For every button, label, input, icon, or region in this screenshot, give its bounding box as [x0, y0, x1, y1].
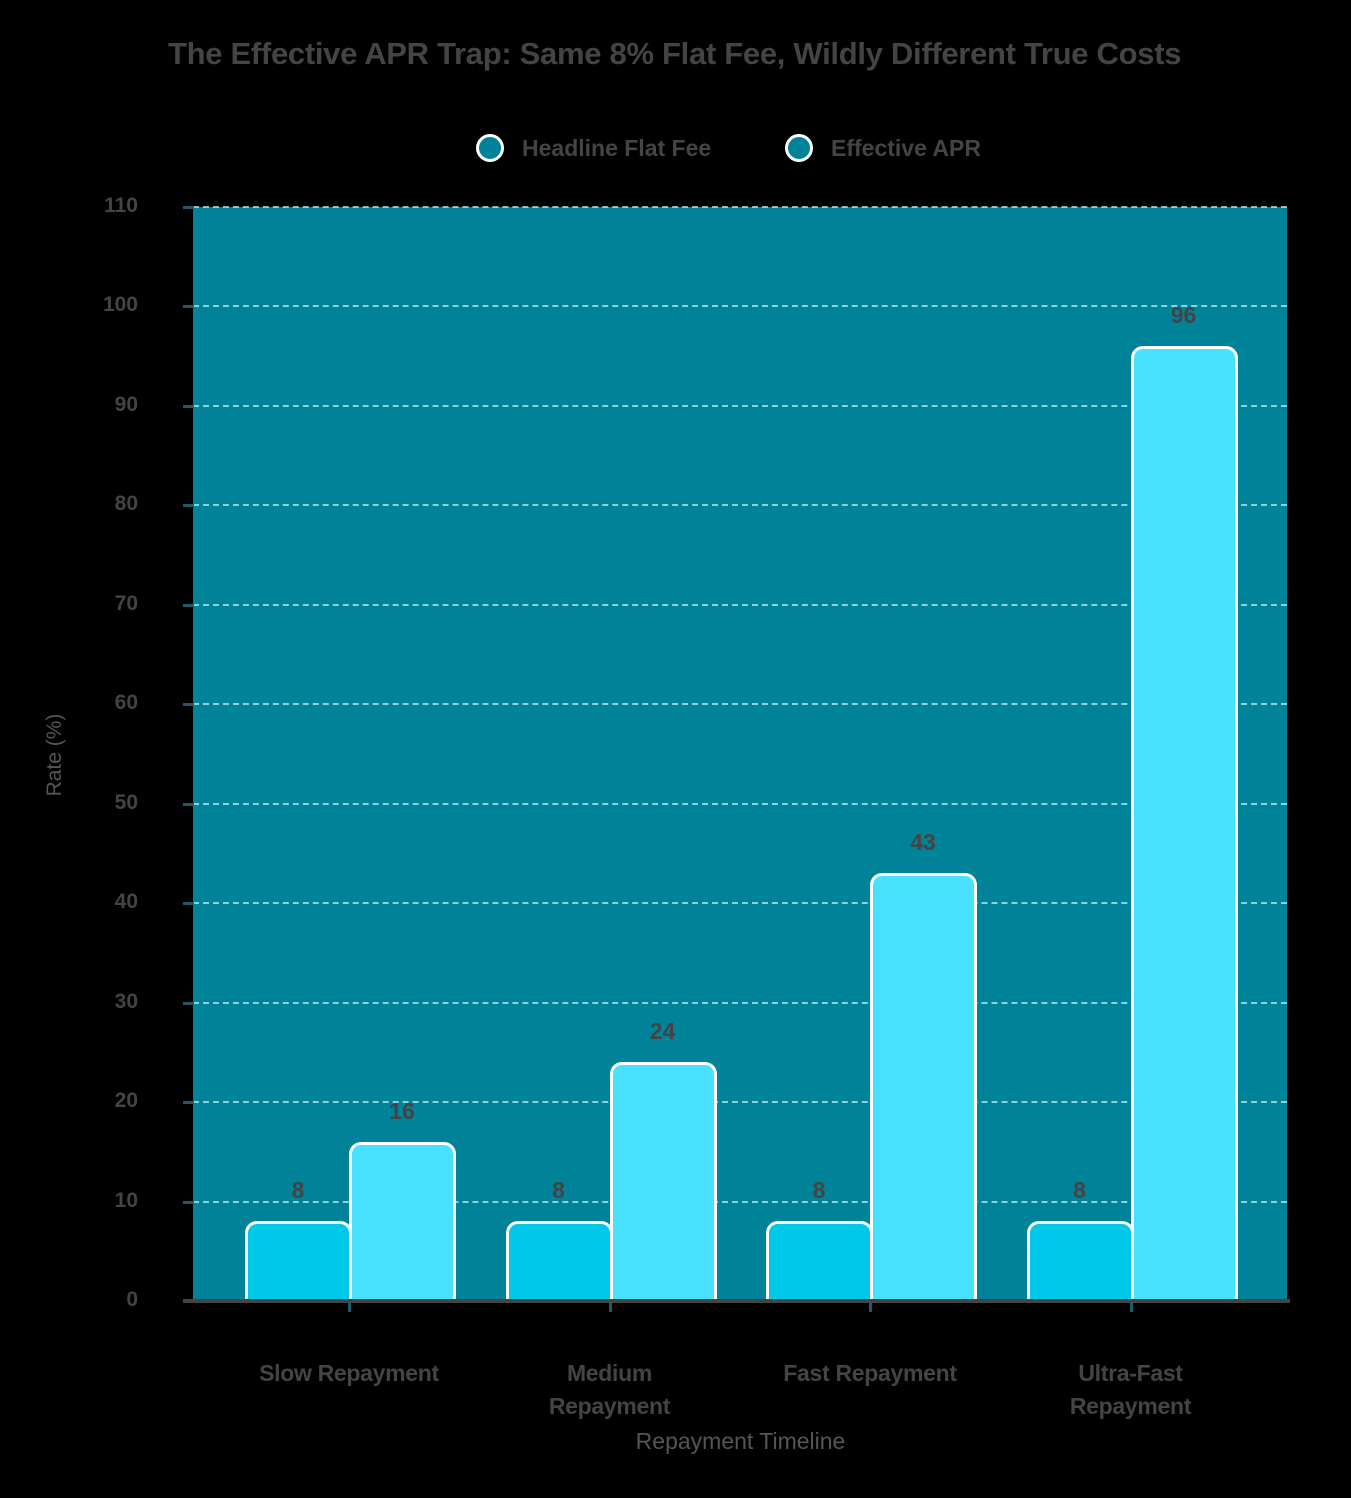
- bar-effective-apr[interactable]: [609, 1062, 717, 1301]
- bar-value-label: 24: [649, 1018, 676, 1045]
- legend-item-headline-flat-fee[interactable]: Headline Flat Fee: [476, 134, 711, 162]
- y-tick-mark: [183, 1101, 194, 1105]
- bar-headline-flat-fee[interactable]: [766, 1221, 873, 1301]
- y-tick-label: 40: [114, 890, 138, 914]
- y-tick-label: 80: [114, 492, 138, 516]
- legend-swatch-circle-icon: [476, 134, 504, 162]
- plot-area: [193, 207, 1287, 1301]
- y-tick-mark: [183, 802, 194, 806]
- legend-label: Headline Flat Fee: [522, 134, 712, 161]
- x-tick-mark: [1129, 1302, 1133, 1312]
- bar-value-label: 16: [389, 1097, 415, 1124]
- x-tick-mark: [348, 1302, 351, 1312]
- gridline: [193, 404, 1287, 407]
- gridline: [193, 1200, 1287, 1203]
- bar-value-label: 8: [552, 1177, 565, 1204]
- gridline: [193, 703, 1287, 706]
- x-tick-label: Ultra-Fast Repayment: [1069, 1360, 1192, 1419]
- bar-effective-apr[interactable]: [870, 873, 977, 1301]
- x-tick-label: Slow Repayment: [259, 1360, 439, 1386]
- gridline: [193, 1001, 1287, 1004]
- y-tick-mark: [183, 902, 194, 906]
- x-axis-line: [183, 1299, 1290, 1303]
- bar-effective-apr[interactable]: [1130, 346, 1238, 1301]
- bar-headline-flat-fee[interactable]: [245, 1221, 352, 1301]
- bar-headline-flat-fee[interactable]: [505, 1221, 613, 1301]
- bar-value-label: 43: [910, 829, 936, 856]
- x-tick-label: Medium Repayment: [548, 1360, 671, 1419]
- x-axis-title: Repayment Timeline: [635, 1428, 846, 1454]
- y-tick-label: 10: [114, 1188, 138, 1212]
- bar-headline-flat-fee[interactable]: [1026, 1221, 1134, 1301]
- chart-title: The Effective APR Trap: Same 8% Flat Fee…: [168, 36, 1182, 71]
- y-tick-label: 20: [114, 1089, 138, 1113]
- bar-value-label: 96: [1170, 302, 1197, 329]
- x-tick-label: Fast Repayment: [783, 1360, 957, 1386]
- y-tick-label: 100: [102, 293, 138, 317]
- gridline: [193, 504, 1287, 507]
- y-tick-mark: [183, 1200, 194, 1204]
- gridline: [193, 305, 1287, 308]
- gridline: [193, 1101, 1287, 1104]
- y-tick-label: 50: [114, 790, 138, 814]
- y-axis-title: Rate (%): [43, 713, 66, 797]
- y-tick-mark: [183, 404, 194, 408]
- x-tick-mark: [608, 1302, 612, 1312]
- y-tick-label: 70: [114, 591, 138, 615]
- y-tick-mark: [183, 1001, 194, 1005]
- gridline: [193, 206, 1287, 208]
- y-tick-mark: [183, 504, 194, 508]
- gridline: [193, 603, 1287, 606]
- gridline: [193, 802, 1287, 805]
- legend: Headline Flat Fee Effective APR: [0, 134, 1351, 168]
- y-tick-mark: [183, 703, 194, 707]
- bar-effective-apr[interactable]: [349, 1141, 456, 1301]
- x-tick-mark: [869, 1302, 872, 1312]
- legend-item-effective-apr[interactable]: Effective APR: [785, 134, 981, 162]
- legend-swatch-circle-icon: [785, 134, 813, 162]
- y-tick-mark: [183, 305, 194, 309]
- y-tick-mark: [183, 603, 194, 607]
- y-tick-label: 0: [126, 1288, 138, 1311]
- y-tick-label: 110: [104, 194, 138, 217]
- y-tick-label: 90: [114, 392, 138, 416]
- y-tick-label: 30: [114, 989, 138, 1013]
- y-tick-label: 60: [114, 691, 138, 715]
- gridline: [193, 902, 1287, 905]
- y-tick-mark: [183, 206, 194, 209]
- legend-label: Effective APR: [831, 134, 981, 161]
- bar-value-label: 8: [291, 1177, 305, 1204]
- bar-value-label: 8: [1073, 1177, 1086, 1204]
- bar-value-label: 8: [812, 1177, 826, 1204]
